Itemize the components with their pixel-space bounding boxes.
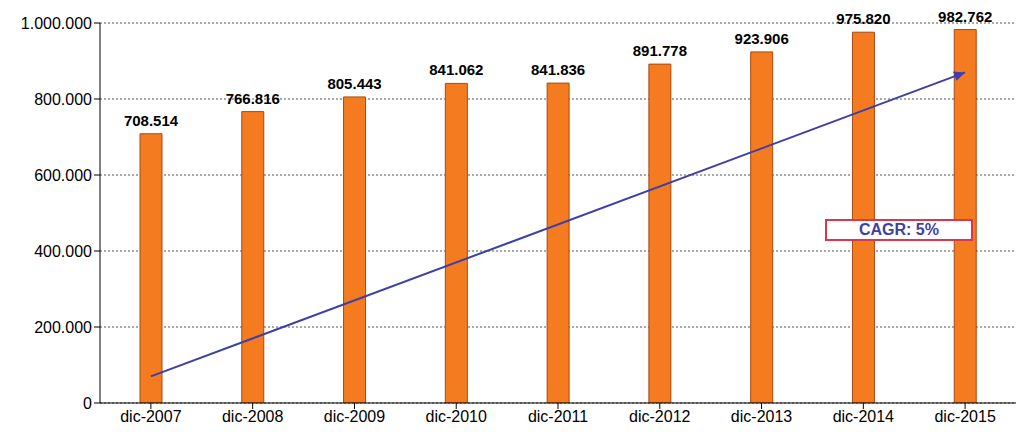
svg-text:400.000: 400.000	[34, 243, 92, 260]
svg-text:923.906: 923.906	[735, 30, 789, 47]
svg-text:dic-2014: dic-2014	[833, 408, 894, 425]
svg-text:dic-2008: dic-2008	[222, 408, 283, 425]
svg-text:600.000: 600.000	[34, 167, 92, 184]
svg-text:891.778: 891.778	[633, 42, 687, 59]
svg-text:766.816: 766.816	[226, 90, 280, 107]
svg-text:708.514: 708.514	[124, 112, 179, 129]
svg-text:1.000.000: 1.000.000	[21, 15, 92, 32]
svg-text:975.820: 975.820	[836, 10, 890, 27]
svg-text:841.836: 841.836	[531, 61, 585, 78]
html-text:CAGR: 5%: CAGR: 5%	[859, 221, 939, 238]
svg-text:982.762: 982.762	[938, 8, 992, 25]
svg-text:dic-2007: dic-2007	[120, 408, 181, 425]
svg-text:841.062: 841.062	[429, 61, 483, 78]
svg-text:805.443: 805.443	[327, 75, 381, 92]
svg-text:dic-2010: dic-2010	[426, 408, 487, 425]
svg-text:dic-2013: dic-2013	[731, 408, 792, 425]
svg-text:200.000: 200.000	[34, 319, 92, 336]
svg-text:0: 0	[83, 395, 92, 412]
svg-text:dic-2011: dic-2011	[528, 408, 588, 425]
svg-text:dic-2009: dic-2009	[324, 408, 385, 425]
svg-text:dic-2012: dic-2012	[629, 408, 690, 425]
svg-text:800.000: 800.000	[34, 91, 92, 108]
svg-text:dic-2015: dic-2015	[934, 408, 995, 425]
